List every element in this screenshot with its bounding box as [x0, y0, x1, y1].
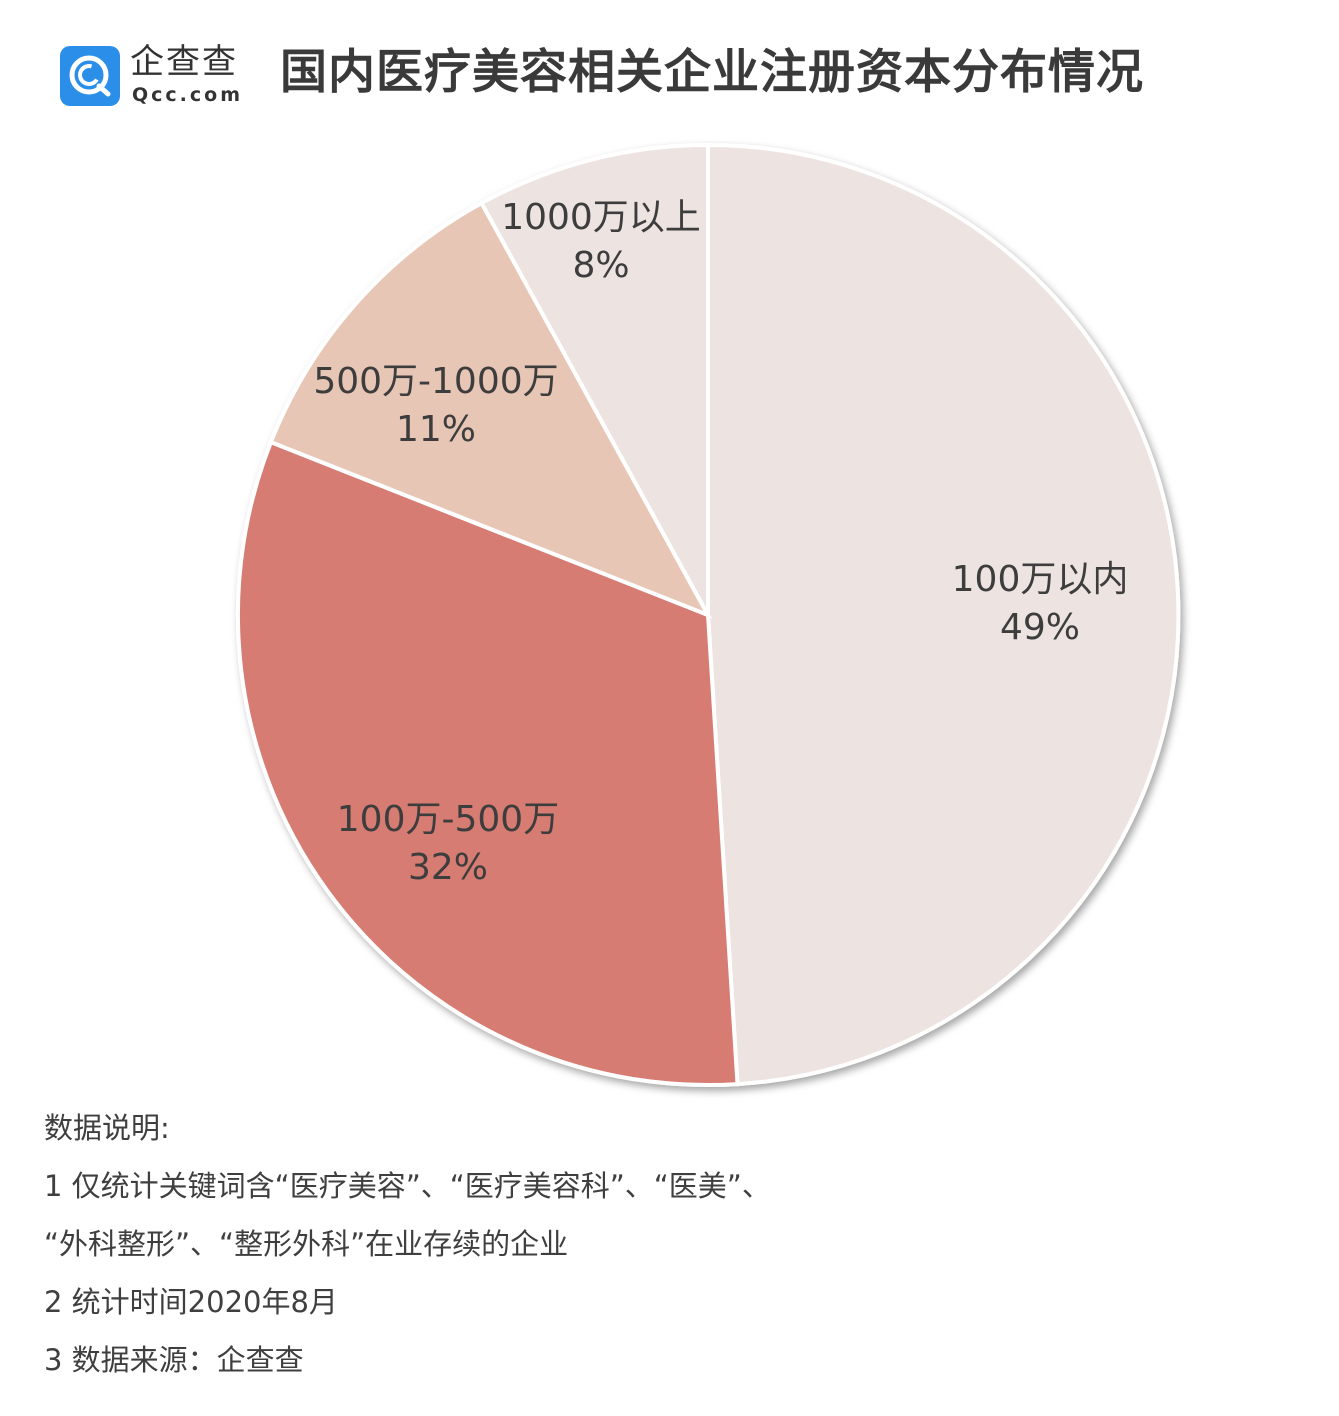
note-line-1: 1 仅统计关键词含“医疗美容”、“医疗美容科”、“医美”、 [44, 1169, 771, 1203]
slice-100w-within [706, 142, 1181, 1087]
logo-text-en: Qcc.com [132, 84, 244, 106]
label-1000w-above: 1000万以上 8% [501, 197, 701, 286]
chart-title: 国内医疗美容相关企业注册资本分布情况 [280, 45, 1144, 100]
notes-heading: 数据说明: [44, 1111, 170, 1145]
note-line-1b: “外科整形”、“整形外科”在业存续的企业 [44, 1227, 569, 1261]
header: 企查查 Qcc.com 国内医疗美容相关企业注册资本分布情况 [0, 0, 1339, 130]
label-500w-1000w: 500万-1000万 11% [313, 361, 559, 450]
note-line-3: 3 数据来源：企查查 [44, 1343, 304, 1377]
qcc-logo: 企查查 Qcc.com [60, 42, 244, 108]
label-100w-within: 100万以内 49% [951, 559, 1129, 648]
qcc-logo-icon [60, 46, 120, 106]
logo-text-cn: 企查查 [130, 42, 238, 82]
label-100w-500w: 100万-500万 32% [336, 799, 560, 888]
note-line-2: 2 统计时间2020年8月 [44, 1285, 338, 1319]
slice-500w-1000w [268, 200, 713, 619]
slice-100w-500w [235, 439, 740, 1087]
slice-1000w-above [478, 142, 710, 616]
